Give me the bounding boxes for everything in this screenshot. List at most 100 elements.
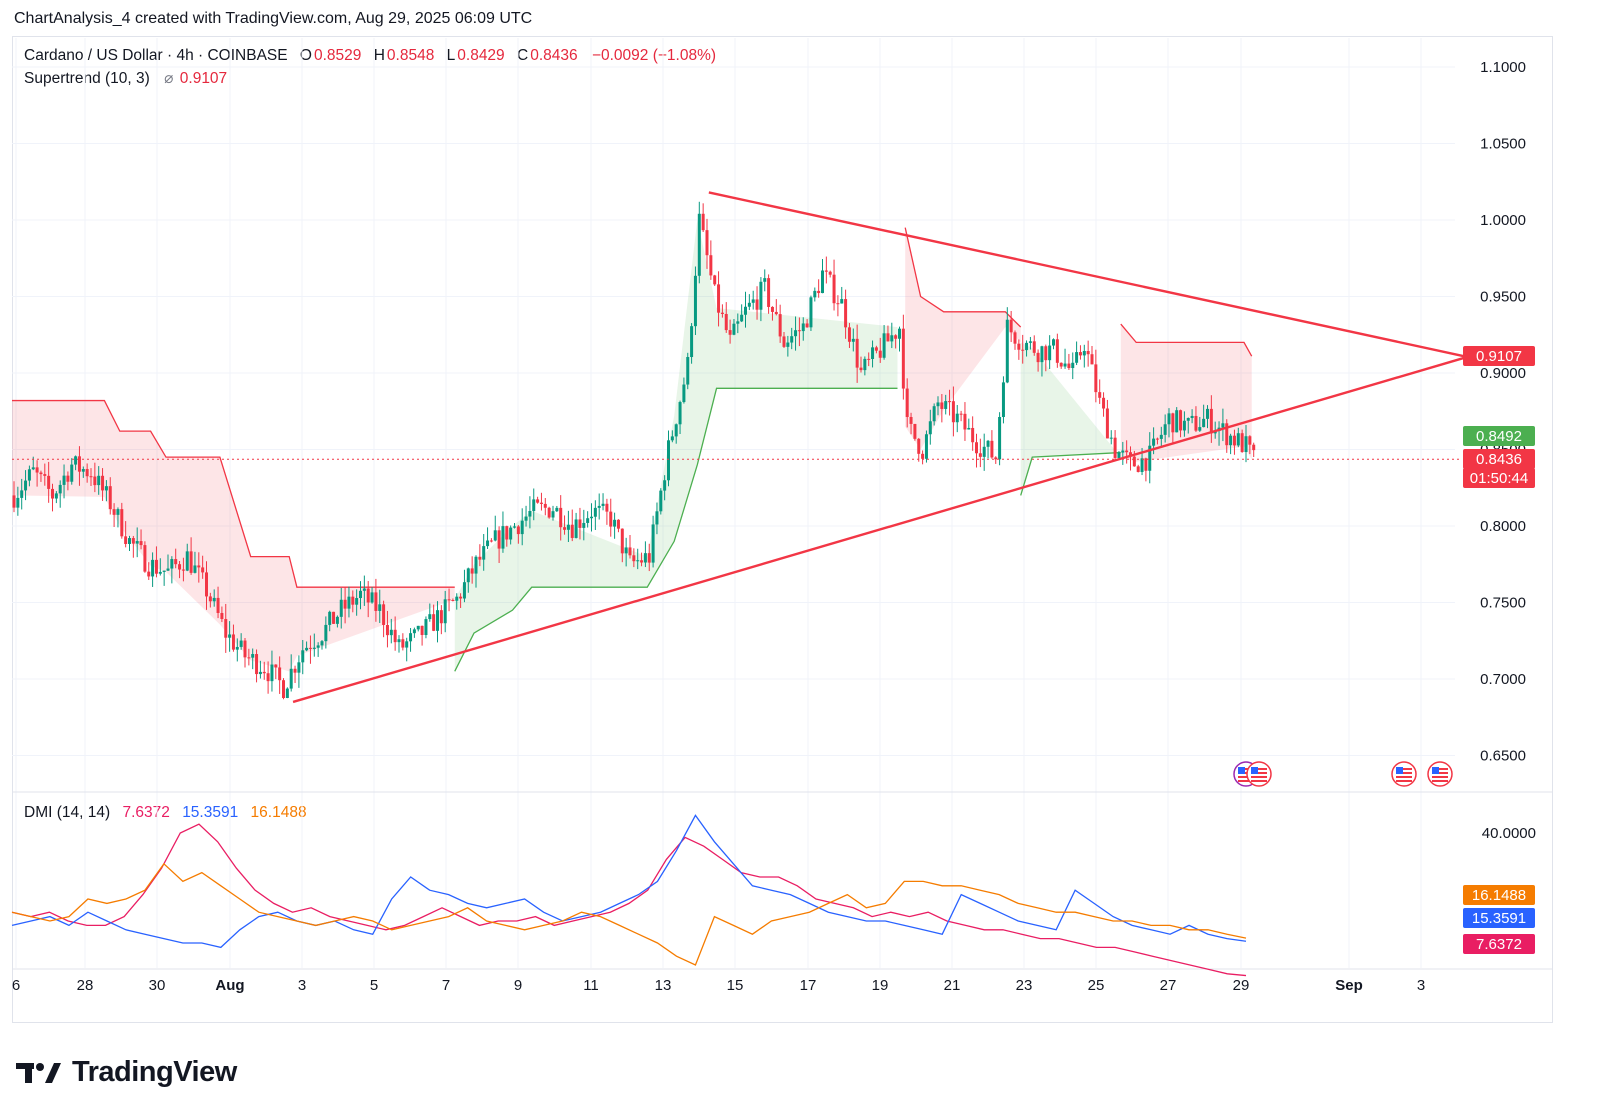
- candle-body: [555, 507, 559, 512]
- candle-body: [1105, 408, 1109, 439]
- candle-body: [532, 499, 536, 511]
- chart-frame: [12, 36, 1553, 1023]
- candle-body: [717, 284, 721, 313]
- candle-body: [1071, 362, 1075, 369]
- candle-body: [678, 402, 682, 425]
- candle-body: [289, 668, 293, 689]
- candle-body: [913, 423, 917, 439]
- candle-body: [782, 336, 786, 347]
- candle-body: [451, 599, 455, 601]
- price-tag: [1463, 346, 1535, 366]
- candle-body: [1048, 345, 1052, 361]
- candle-body: [693, 275, 697, 327]
- candle-body: [524, 516, 528, 521]
- symbol-label[interactable]: Cardano / US Dollar · 4h · COINBASE: [24, 47, 288, 64]
- candle-body: [828, 271, 832, 275]
- candle-body: [844, 299, 848, 328]
- candle-body: [447, 599, 451, 601]
- time-tick-label: 25: [1088, 977, 1105, 994]
- candle-body: [12, 495, 16, 508]
- candle-body: [35, 467, 39, 473]
- candle-body: [174, 559, 178, 565]
- candle-body: [998, 416, 1002, 460]
- low-value: 0.8429: [457, 47, 505, 64]
- time-tick-label: 17: [800, 977, 817, 994]
- candle-body: [513, 526, 516, 528]
- candle-body: [1067, 363, 1071, 369]
- candle-body: [705, 230, 709, 256]
- candle-body: [39, 472, 43, 475]
- candle-body: [93, 476, 97, 486]
- candle-body: [682, 384, 686, 403]
- time-tick-label: 13: [655, 977, 672, 994]
- candle-body: [855, 338, 859, 368]
- time-tick-label: 29: [1233, 977, 1250, 994]
- candle-body: [1132, 456, 1136, 467]
- candle-body: [258, 671, 262, 675]
- supertrend-legend[interactable]: Supertrend (10, 3) ⌀ 0.9107: [24, 69, 229, 88]
- dmi-legend[interactable]: DMI (14, 14) 7.6372 15.3591 16.1488: [24, 804, 309, 822]
- candle-body: [1206, 408, 1209, 419]
- flag-stripe: [1251, 768, 1267, 770]
- candle-body: [166, 568, 170, 571]
- price-tag: [1463, 468, 1535, 488]
- candle-body: [347, 596, 351, 609]
- candle-body: [824, 270, 828, 272]
- candle-body: [489, 540, 493, 542]
- candle-body: [921, 453, 925, 459]
- candle-body: [328, 611, 332, 625]
- supertrend-bull-fill: [454, 220, 898, 672]
- candle-body: [1148, 445, 1152, 471]
- candle-body: [871, 347, 875, 359]
- tradingview-logo[interactable]: TradingView: [16, 1056, 237, 1089]
- candle-body: [790, 336, 794, 343]
- candle-body: [728, 330, 732, 335]
- candle-body: [1240, 433, 1244, 453]
- candle-body: [763, 278, 767, 282]
- price-tag-label: 0.8492: [1476, 428, 1522, 445]
- close-value: 0.8436: [530, 47, 578, 64]
- flag-canton: [1396, 767, 1403, 774]
- candle-body: [663, 480, 667, 491]
- candle-body: [959, 413, 963, 415]
- candle-body: [1175, 410, 1179, 433]
- flag-stripe: [1396, 768, 1412, 770]
- candle-body: [809, 297, 813, 328]
- flag-stripe: [1432, 780, 1448, 782]
- candle-body: [539, 502, 543, 504]
- open-value: 0.8529: [313, 47, 362, 64]
- hidden-eye-icon[interactable]: ⌀: [164, 70, 174, 87]
- price-tick-label: 1.0000: [1480, 212, 1526, 229]
- candle-body: [1190, 415, 1194, 419]
- candle-body: [732, 323, 736, 335]
- candle-body: [501, 526, 505, 549]
- candle-body: [836, 303, 840, 305]
- candle-body: [1017, 343, 1021, 350]
- candle-body: [794, 330, 798, 337]
- candle-body: [905, 388, 909, 418]
- candle-body: [370, 592, 374, 603]
- candle-body: [528, 510, 532, 517]
- candle-body: [744, 306, 747, 315]
- dmi-adx-value: 7.6372: [122, 804, 170, 821]
- candle-body: [470, 568, 474, 574]
- candle-body: [270, 664, 274, 682]
- supertrend-bull-line: [1020, 451, 1121, 496]
- candle-body: [154, 559, 158, 574]
- candle-body: [1129, 452, 1132, 457]
- candle-body: [462, 582, 466, 599]
- candle-body: [667, 440, 670, 481]
- candle-body: [243, 640, 247, 658]
- candle-body: [690, 326, 694, 358]
- time-tick-label: 11: [583, 977, 599, 994]
- candle-body: [901, 328, 905, 389]
- candle-body: [247, 657, 251, 659]
- candle-body: [1225, 423, 1229, 446]
- candle-body: [1028, 341, 1032, 343]
- dmi-value-tag: [1463, 908, 1535, 928]
- candle-body: [1163, 424, 1167, 435]
- candle-body: [81, 469, 85, 472]
- candle-body: [986, 440, 990, 447]
- candle-body: [674, 424, 678, 437]
